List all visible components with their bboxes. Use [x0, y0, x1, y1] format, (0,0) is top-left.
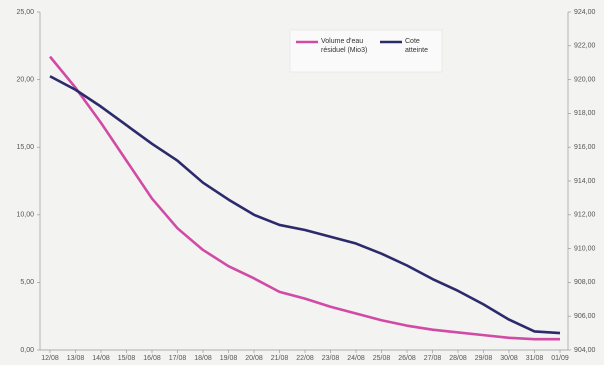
x-tick-label: 21/08 — [271, 355, 289, 362]
y-tick-label: 15,00 — [16, 144, 34, 151]
y2-tick-label: 910,00 — [574, 245, 596, 252]
x-tick-label: 30/08 — [500, 355, 518, 362]
y2-tick-label: 912,00 — [574, 212, 596, 219]
x-tick-label: 31/08 — [526, 355, 544, 362]
x-tick-label: 13/08 — [67, 355, 85, 362]
y2-tick-label: 916,00 — [574, 144, 596, 151]
legend-label: Cote atteinte — [405, 38, 428, 54]
x-tick-label: 22/08 — [296, 355, 314, 362]
x-tick-label: 24/08 — [347, 355, 365, 362]
y2-tick-label: 906,00 — [574, 313, 596, 320]
y2-tick-label: 908,00 — [574, 279, 596, 286]
x-tick-label: 28/08 — [449, 355, 467, 362]
x-tick-label: 15/08 — [118, 355, 136, 362]
y-tick-label: 25,00 — [16, 9, 34, 16]
x-tick-label: 14/08 — [92, 355, 110, 362]
y-tick-label: 10,00 — [16, 212, 34, 219]
x-tick-label: 20/08 — [245, 355, 263, 362]
x-tick-label: 17/08 — [169, 355, 187, 362]
legend-label: Volume d'eau résiduel (Mio3) — [321, 38, 368, 54]
series-line — [48, 55, 560, 341]
legend-box — [289, 29, 443, 73]
y2-tick-label: 918,00 — [574, 110, 596, 117]
y-tick-label: 0,00 — [20, 347, 34, 354]
x-tick-label: 12/08 — [41, 355, 59, 362]
x-tick-label: 26/08 — [398, 355, 416, 362]
y-tick-label: 5,00 — [20, 279, 34, 286]
x-tick-label: 25/08 — [373, 355, 391, 362]
y2-tick-label: 920,00 — [574, 76, 596, 83]
y2-tick-label: 914,00 — [574, 178, 596, 185]
x-tick-label: 16/08 — [143, 355, 161, 362]
y2-tick-label: 904,00 — [574, 347, 596, 354]
x-tick-label: 29/08 — [475, 355, 493, 362]
x-tick-label: 01/09 — [551, 355, 569, 362]
x-tick-label: 18/08 — [194, 355, 212, 362]
y-tick-label: 20,00 — [16, 76, 34, 83]
x-tick-label: 23/08 — [322, 355, 340, 362]
series-line — [49, 75, 561, 335]
x-tick-label: 27/08 — [424, 355, 442, 362]
y2-tick-label: 924,00 — [574, 9, 596, 16]
y2-tick-label: 922,00 — [574, 43, 596, 50]
x-tick-label: 19/08 — [220, 355, 238, 362]
